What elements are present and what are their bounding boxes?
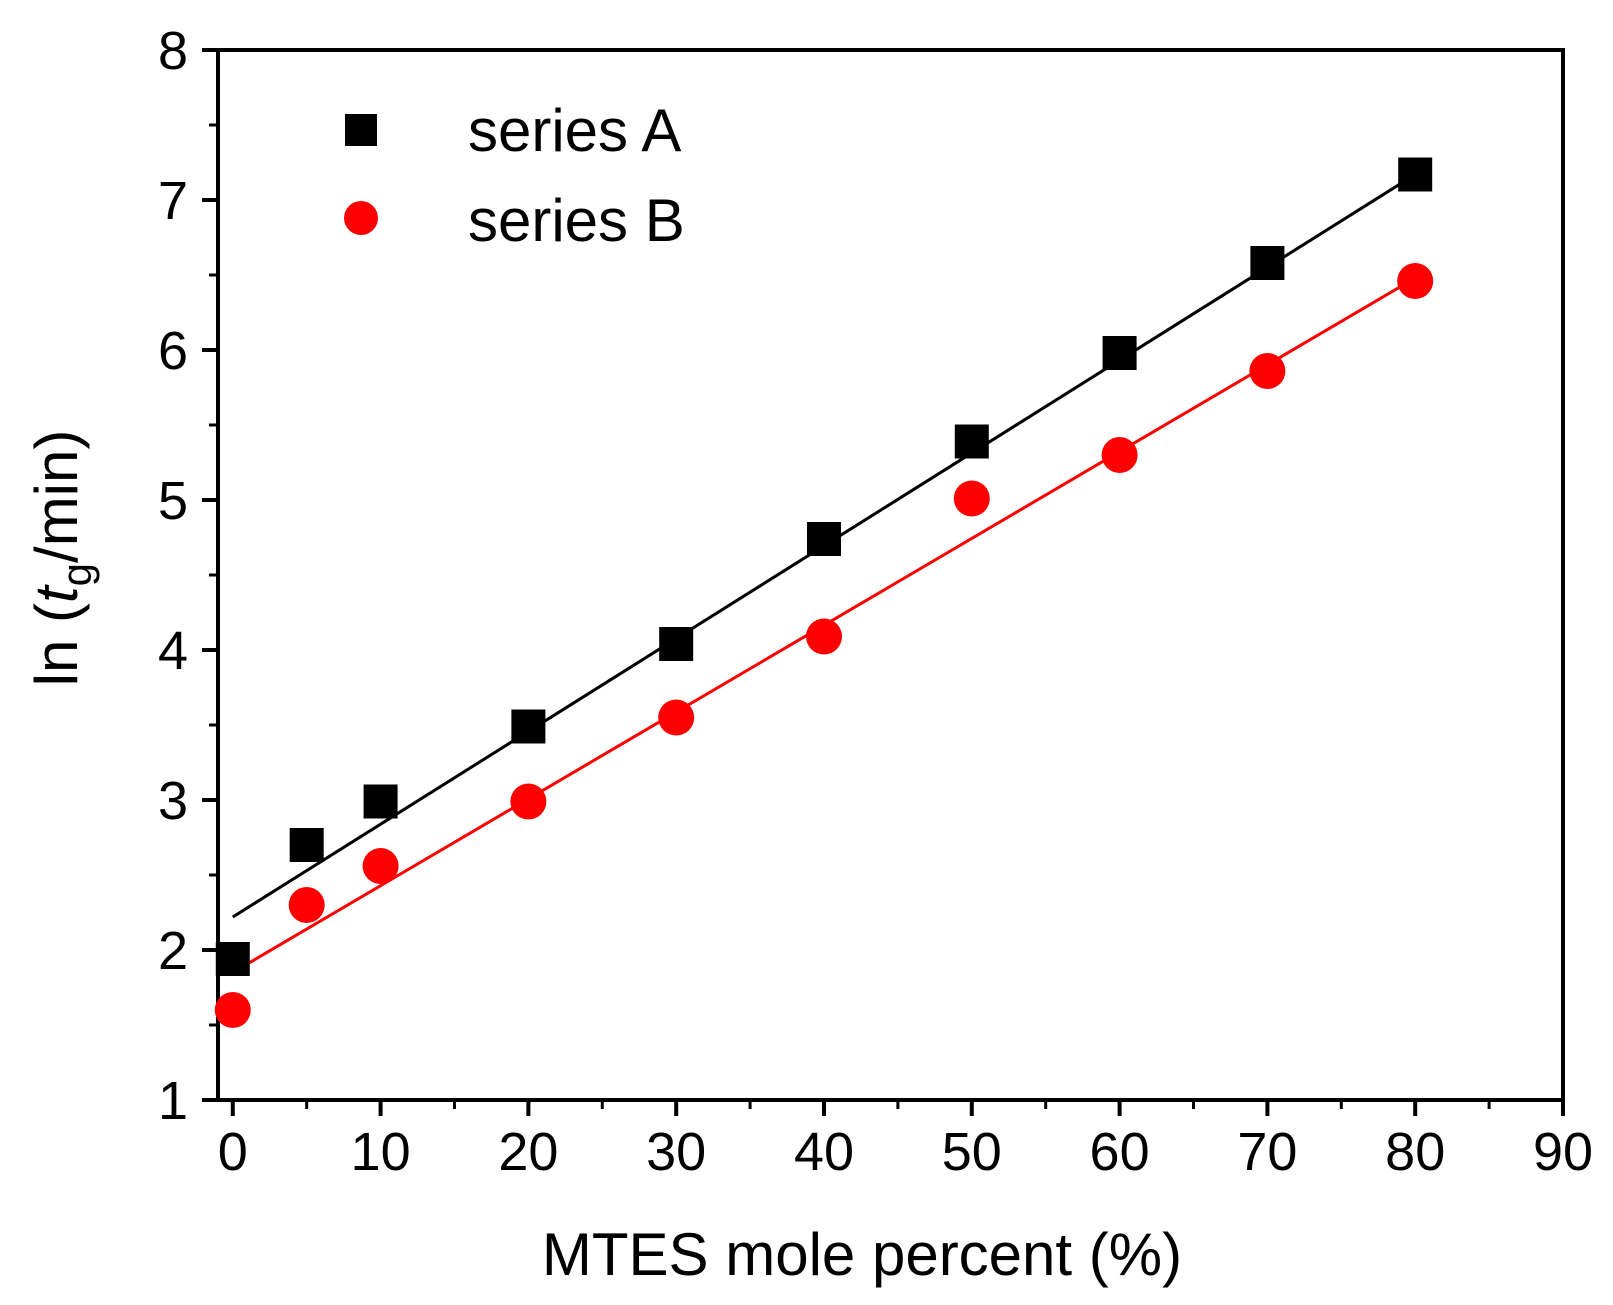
data-point-series-a — [1398, 157, 1433, 192]
y-axis-title-italic: t — [23, 584, 90, 603]
y-tick-labels: 1 2 3 4 5 6 7 8 — [158, 21, 188, 1131]
x-tick-label: 10 — [351, 1122, 411, 1182]
data-point-series-a — [215, 942, 250, 976]
data-point-series-b — [362, 848, 399, 884]
data-point-series-b — [805, 618, 842, 655]
data-point-series-b — [1101, 437, 1138, 473]
data-point-series-b — [1397, 263, 1434, 299]
x-tick-label: 20 — [498, 1122, 558, 1182]
data-point-series-b — [510, 783, 547, 820]
minor-ticks — [209, 123, 1491, 1109]
data-point-series-a — [1250, 246, 1285, 280]
data-point-series-a — [289, 828, 324, 862]
data-point-series-b — [288, 887, 325, 923]
x-tick-label: 0 — [218, 1122, 248, 1182]
data-point-series-b — [214, 992, 251, 1028]
x-tick-label: 70 — [1237, 1122, 1297, 1182]
x-tick-label: 90 — [1533, 1122, 1593, 1182]
legend: series A series B — [344, 97, 685, 254]
data-point-series-a — [1102, 336, 1137, 370]
legend-marker-series-a — [345, 114, 377, 146]
legend-marker-series-b — [344, 201, 378, 235]
data-point-series-a — [954, 424, 989, 459]
x-tick-label: 80 — [1385, 1122, 1445, 1182]
data-point-series-a — [511, 709, 546, 744]
legend-label-series-a: series A — [468, 97, 681, 164]
legend-label-series-b: series B — [468, 187, 685, 254]
data-point-series-b — [1249, 353, 1286, 389]
fit-lines — [231, 173, 1416, 974]
y-tick-label: 4 — [158, 621, 188, 681]
data-point-series-b — [658, 699, 695, 736]
x-axis-title: MTES mole percent (%) — [542, 1221, 1182, 1288]
x-tick-label: 40 — [794, 1122, 854, 1182]
y-tick-label: 5 — [158, 471, 188, 531]
data-point-series-a — [363, 784, 398, 819]
y-axis-title: ln (tg/min) — [23, 430, 100, 687]
y-axis-title-suffix: /min) — [23, 430, 90, 563]
major-ticks — [202, 48, 1565, 1116]
markers — [214, 157, 1434, 1028]
y-tick-label: 7 — [158, 171, 188, 231]
y-axis-title-subscript: g — [53, 563, 100, 586]
x-tick-label: 60 — [1090, 1122, 1150, 1182]
y-tick-label: 1 — [158, 1071, 188, 1131]
y-tick-label: 8 — [158, 21, 188, 81]
data-point-series-a — [806, 522, 841, 556]
data-point-series-b — [953, 480, 990, 517]
y-axis-title-prefix: ln ( — [23, 603, 90, 686]
y-tick-label: 3 — [158, 771, 188, 831]
y-tick-label: 6 — [158, 321, 188, 381]
x-tick-label: 50 — [942, 1122, 1002, 1182]
y-tick-label: 2 — [158, 921, 188, 981]
x-tick-label: 30 — [646, 1122, 706, 1182]
x-tick-labels: 0 10 20 30 40 50 60 70 80 90 — [218, 1122, 1593, 1182]
data-point-series-a — [659, 627, 694, 661]
